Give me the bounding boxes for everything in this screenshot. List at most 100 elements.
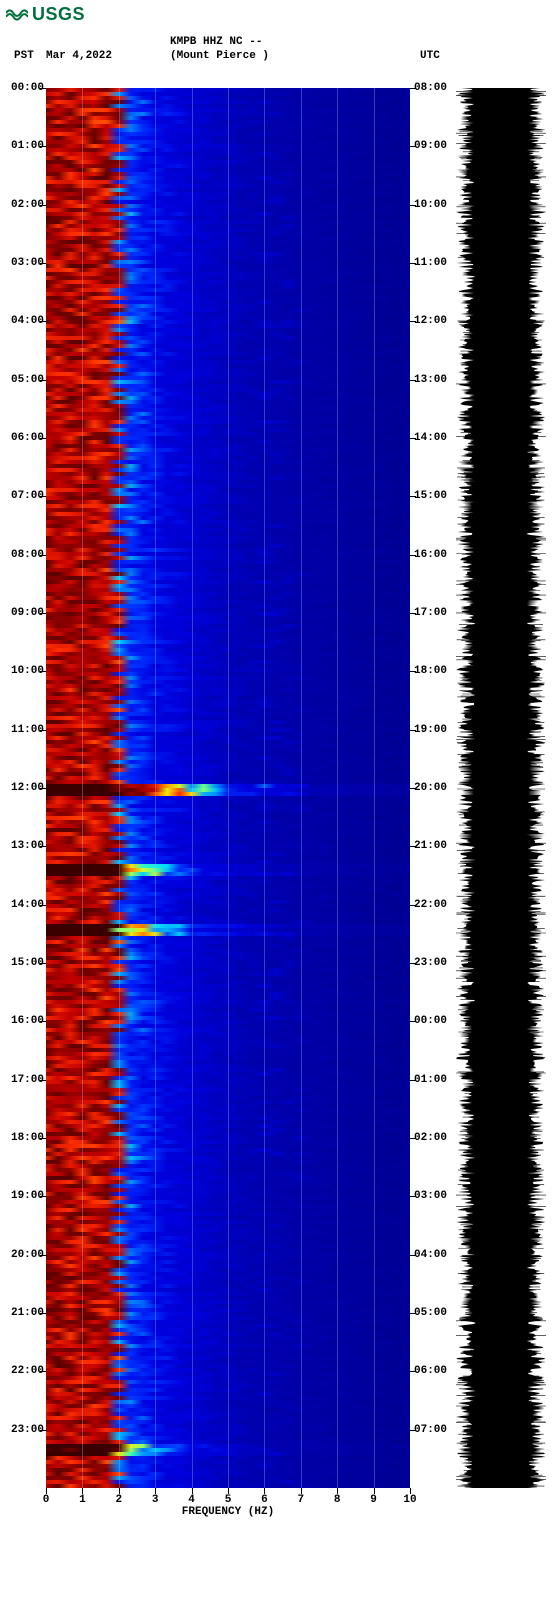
ytick-mark [40, 1371, 46, 1372]
ytick-right: 14:00 [414, 432, 447, 444]
ytick-left: 00:00 [0, 82, 44, 94]
ytick-mark [410, 438, 416, 439]
ytick-right: 06:00 [414, 1365, 447, 1377]
ytick-left: 14:00 [0, 899, 44, 911]
ytick-left: 17:00 [0, 1074, 44, 1086]
ytick-right: 13:00 [414, 374, 447, 386]
ytick-mark [410, 88, 416, 89]
gridline [155, 88, 156, 1488]
ytick-mark [40, 1255, 46, 1256]
gridline [337, 88, 338, 1488]
ytick-left: 20:00 [0, 1249, 44, 1261]
ytick-mark [40, 321, 46, 322]
ytick-left: 08:00 [0, 549, 44, 561]
ytick-mark [40, 730, 46, 731]
logo-text: USGS [32, 4, 85, 25]
ytick-mark [410, 1021, 416, 1022]
ytick-right: 21:00 [414, 840, 447, 852]
ytick-mark [40, 963, 46, 964]
ytick-right: 01:00 [414, 1074, 447, 1086]
ytick-right: 23:00 [414, 957, 447, 969]
ytick-left: 15:00 [0, 957, 44, 969]
ytick-left: 05:00 [0, 374, 44, 386]
ytick-mark [40, 205, 46, 206]
ytick-mark [40, 146, 46, 147]
ytick-mark [40, 263, 46, 264]
gridline [301, 88, 302, 1488]
ytick-left: 10:00 [0, 665, 44, 677]
ytick-mark [40, 846, 46, 847]
usgs-logo: USGS [6, 4, 85, 25]
ytick-left: 09:00 [0, 607, 44, 619]
xtick-label: 6 [261, 1494, 268, 1506]
ytick-mark [410, 263, 416, 264]
gridline [119, 88, 120, 1488]
x-axis-label: FREQUENCY (HZ) [46, 1506, 410, 1518]
ytick-mark [410, 788, 416, 789]
gridline [228, 88, 229, 1488]
ytick-left: 01:00 [0, 140, 44, 152]
ytick-mark [40, 1021, 46, 1022]
xtick-label: 8 [334, 1494, 341, 1506]
ytick-left: 13:00 [0, 840, 44, 852]
waveform-trace [456, 88, 546, 1488]
ytick-mark [410, 380, 416, 381]
xtick-label: 7 [297, 1494, 304, 1506]
xtick-label: 9 [370, 1494, 377, 1506]
waveform-fill [456, 88, 546, 1488]
ytick-right: 09:00 [414, 140, 447, 152]
ytick-mark [40, 905, 46, 906]
xtick-label: 10 [403, 1494, 416, 1506]
station-location: (Mount Pierce ) [170, 50, 269, 62]
xtick-label: 1 [79, 1494, 86, 1506]
left-timezone-label: PST [14, 50, 34, 62]
ytick-right: 07:00 [414, 1424, 447, 1436]
ytick-left: 02:00 [0, 199, 44, 211]
ytick-mark [40, 496, 46, 497]
ytick-right: 05:00 [414, 1307, 447, 1319]
ytick-right: 17:00 [414, 607, 447, 619]
ytick-mark [40, 1080, 46, 1081]
ytick-left: 19:00 [0, 1190, 44, 1202]
ytick-mark [40, 1138, 46, 1139]
ytick-right: 00:00 [414, 1015, 447, 1027]
ytick-right: 22:00 [414, 899, 447, 911]
gridline [82, 88, 83, 1488]
ytick-right: 15:00 [414, 490, 447, 502]
xtick-label: 4 [188, 1494, 195, 1506]
ytick-left: 23:00 [0, 1424, 44, 1436]
ytick-mark [410, 1371, 416, 1372]
ytick-mark [410, 730, 416, 731]
ytick-left: 22:00 [0, 1365, 44, 1377]
ytick-left: 03:00 [0, 257, 44, 269]
ytick-mark [410, 146, 416, 147]
ytick-left: 18:00 [0, 1132, 44, 1144]
ytick-mark [410, 671, 416, 672]
ytick-mark [410, 1430, 416, 1431]
ytick-mark [410, 1313, 416, 1314]
station-code: KMPB HHZ NC -- [170, 36, 262, 48]
ytick-right: 16:00 [414, 549, 447, 561]
ytick-left: 21:00 [0, 1307, 44, 1319]
ytick-mark [40, 88, 46, 89]
ytick-mark [410, 1138, 416, 1139]
ytick-mark [410, 613, 416, 614]
ytick-mark [40, 1313, 46, 1314]
ytick-mark [410, 846, 416, 847]
xtick-label: 5 [225, 1494, 232, 1506]
ytick-mark [40, 1430, 46, 1431]
ytick-right: 12:00 [414, 315, 447, 327]
xtick-label: 0 [43, 1494, 50, 1506]
ytick-right: 20:00 [414, 782, 447, 794]
ytick-right: 08:00 [414, 82, 447, 94]
ytick-mark [40, 671, 46, 672]
ytick-right: 03:00 [414, 1190, 447, 1202]
xtick-label: 3 [152, 1494, 159, 1506]
ytick-mark [410, 1196, 416, 1197]
ytick-mark [410, 963, 416, 964]
gridline [192, 88, 193, 1488]
ytick-mark [410, 205, 416, 206]
xtick-label: 2 [115, 1494, 122, 1506]
ytick-left: 07:00 [0, 490, 44, 502]
ytick-left: 06:00 [0, 432, 44, 444]
